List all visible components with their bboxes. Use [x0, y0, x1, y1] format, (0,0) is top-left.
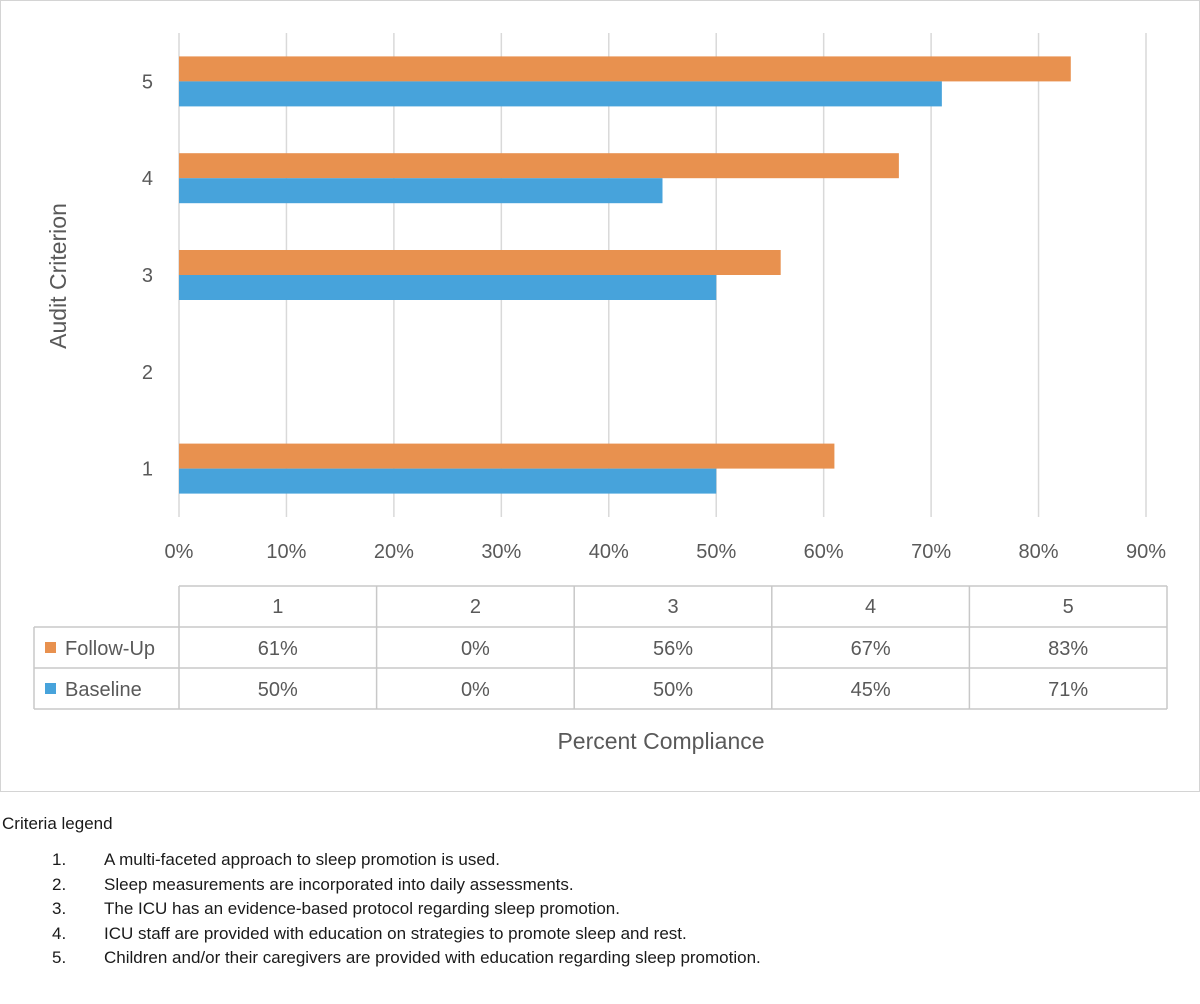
- bar-baseline: [179, 275, 717, 300]
- criteria-legend: Criteria legend 1. A multi-faceted appro…: [0, 814, 1200, 971]
- legend-swatch: [45, 642, 56, 653]
- criteria-text: Sleep measurements are incorporated into…: [104, 874, 574, 894]
- table-header-cell: 1: [272, 596, 283, 618]
- criteria-number: 2.: [52, 874, 67, 894]
- x-tick-label: 80%: [1019, 541, 1059, 563]
- y-axis-title: Audit Criterion: [45, 203, 71, 349]
- x-tick-label: 90%: [1126, 541, 1166, 563]
- criteria-item: 5. Children and/or their caregivers are …: [0, 946, 1200, 971]
- legend-heading: Criteria legend: [2, 814, 113, 833]
- criteria-text: Children and/or their caregivers are pro…: [104, 948, 761, 967]
- bar-follow-up: [179, 250, 781, 275]
- x-tick-label: 40%: [589, 541, 629, 563]
- table-header-cell: 2: [470, 596, 481, 618]
- bar-baseline: [179, 178, 663, 204]
- x-tick-label: 30%: [481, 541, 521, 563]
- table-value-cell: 56%: [653, 638, 693, 660]
- x-tick-label: 70%: [911, 541, 951, 563]
- table-value-cell: 45%: [851, 679, 891, 701]
- criteria-text: ICU staff are provided with education on…: [104, 923, 687, 943]
- table-value-cell: 0%: [461, 638, 490, 660]
- criteria-item: 2. Sleep measurements are incorporated i…: [0, 873, 1200, 898]
- x-tick-label: 60%: [804, 541, 844, 563]
- criteria-number: 5.: [52, 948, 67, 967]
- bar-baseline: [179, 81, 942, 107]
- table-value-cell: 50%: [653, 679, 693, 701]
- table-value-cell: 71%: [1048, 679, 1088, 701]
- bar-follow-up: [179, 56, 1071, 82]
- y-tick-label: 3: [142, 265, 153, 287]
- table-value-cell: 83%: [1048, 638, 1088, 660]
- bar-follow-up: [179, 443, 835, 469]
- y-tick-label: 1: [142, 459, 153, 481]
- x-tick-label: 10%: [266, 541, 306, 563]
- table-header-cell: 5: [1063, 596, 1074, 618]
- bar-follow-up: [179, 153, 899, 179]
- table-value-cell: 67%: [851, 638, 891, 660]
- criteria-number: 1.: [52, 850, 67, 869]
- criteria-text: The ICU has an evidence-based protocol r…: [104, 899, 620, 918]
- criteria-item: 4. ICU staff are provided with education…: [0, 922, 1200, 947]
- criteria-number: 3.: [52, 899, 67, 918]
- criteria-text: A multi-faceted approach to sleep promot…: [104, 850, 500, 869]
- x-tick-label: 0%: [165, 541, 194, 563]
- criteria-number: 4.: [52, 923, 67, 943]
- x-axis-title: Percent Compliance: [557, 728, 764, 754]
- x-tick-label: 20%: [374, 541, 414, 563]
- chart-frame: 0% 10% 20% 30% 40% 50% 60% 70% 80% 90% 1 2 3 4 5 Audit …: [0, 0, 1200, 792]
- series-name: Baseline: [65, 679, 142, 701]
- y-tick-label: 4: [142, 168, 153, 190]
- y-tick-label: 2: [142, 362, 153, 384]
- compliance-chart: 0% 10% 20% 30% 40% 50% 60% 70% 80% 90%12345Audit …: [33, 33, 1168, 754]
- table-value-cell: 50%: [258, 679, 298, 701]
- series-name: Follow-Up: [65, 638, 155, 660]
- criteria-item: 3. The ICU has an evidence-based protoco…: [0, 897, 1200, 922]
- bar-baseline: [179, 468, 717, 494]
- x-tick-label: 50%: [696, 541, 736, 563]
- table-header-cell: 3: [667, 596, 678, 618]
- table-header-cell: 4: [865, 596, 876, 618]
- table-value-cell: 0%: [461, 679, 490, 701]
- criteria-item: 1. A multi-faceted approach to sleep pro…: [0, 848, 1200, 873]
- table-value-cell: 61%: [258, 638, 298, 660]
- criteria-list: 1. A multi-faceted approach to sleep pro…: [0, 848, 1200, 971]
- legend-swatch: [45, 683, 56, 694]
- y-tick-label: 5: [142, 71, 153, 93]
